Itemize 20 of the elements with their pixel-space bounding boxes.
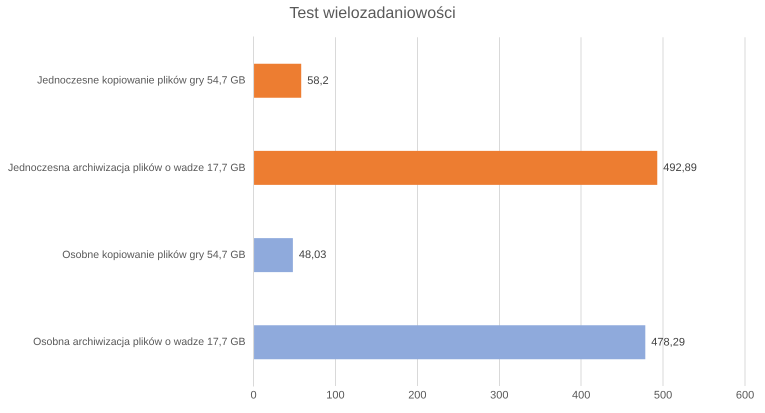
data-label: 478,29 (651, 336, 685, 348)
data-label: 58,2 (307, 74, 329, 87)
bar (254, 64, 302, 98)
y-tick-label: Jednoczesne kopiowanie plików gry 54,7 GB (37, 74, 246, 87)
x-tick-label: 0 (250, 389, 257, 402)
x-tick-label: 600 (736, 389, 754, 402)
x-tick-label: 200 (408, 389, 427, 402)
y-tick-label: Osobne kopiowanie plików gry 54,7 GB (62, 248, 246, 261)
chart-title: Test wielozadaniowości (289, 5, 456, 22)
x-tick-label: 100 (326, 389, 345, 402)
bar (254, 238, 293, 272)
x-tick-label: 500 (654, 389, 672, 402)
data-label: 48,03 (298, 249, 326, 262)
y-tick-label: Jednoczesna archiwizacja plików o wadze 17,7 GB (8, 162, 246, 174)
x-tick-label: 400 (572, 389, 590, 402)
bar (254, 325, 646, 360)
x-tick-label: 300 (490, 389, 508, 402)
bar (254, 150, 658, 185)
y-tick-label: Osobna archiwizacja plików o wadze 17,7 GB (33, 336, 246, 348)
data-label: 492,89 (663, 162, 697, 174)
